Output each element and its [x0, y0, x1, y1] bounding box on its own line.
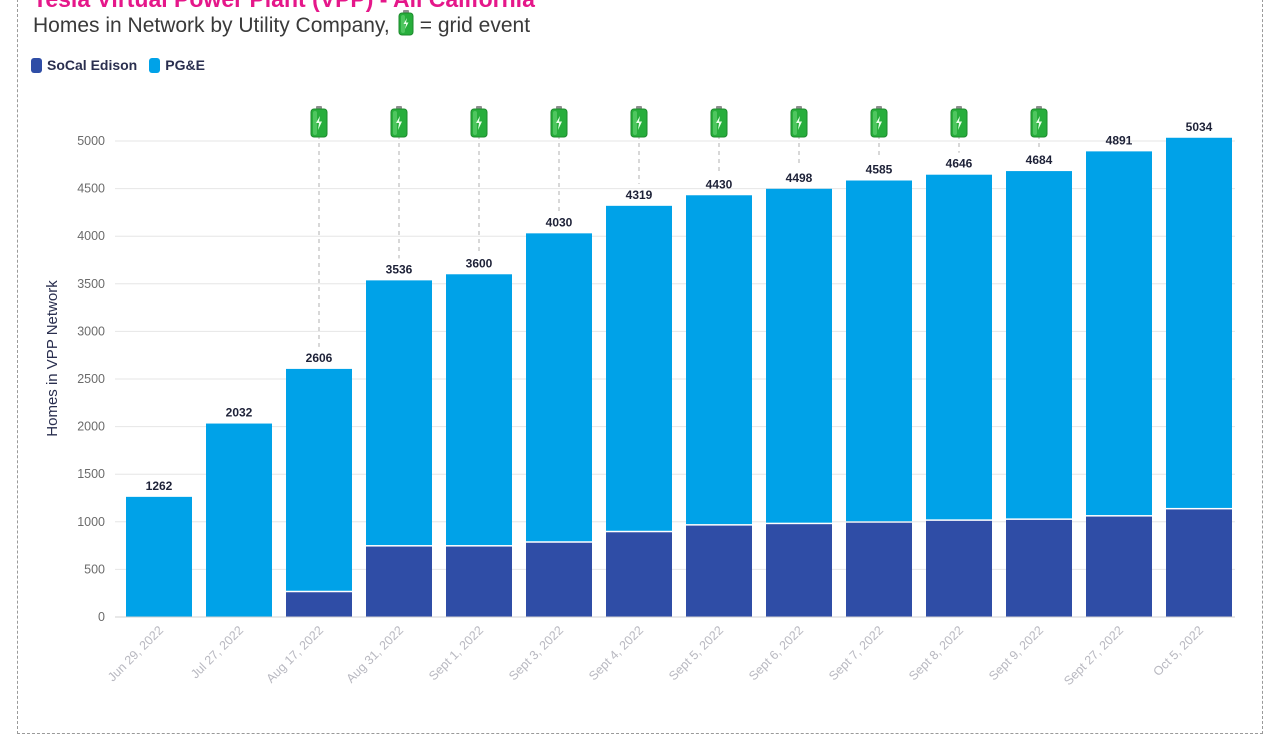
x-tick-label: Jul 27, 2022	[188, 623, 246, 681]
bar-pge	[286, 368, 352, 591]
bar-total-label: 4030	[546, 215, 573, 229]
x-tick-label: Sept 7, 2022	[826, 623, 886, 683]
bar-pge	[606, 205, 672, 531]
bar-socal	[1086, 516, 1152, 617]
x-tick-label: Jun 29, 2022	[105, 623, 166, 684]
y-tick-label: 500	[84, 562, 105, 576]
x-tick-label: Aug 31, 2022	[344, 623, 407, 686]
bar-pge	[526, 233, 592, 542]
legend-item-pge[interactable]: PG&E	[149, 57, 205, 73]
y-axis-title: Homes in VPP Network	[44, 280, 61, 437]
bar-socal	[686, 525, 752, 617]
y-tick-label: 3500	[77, 277, 105, 291]
x-tick-label: Sept 5, 2022	[666, 623, 726, 683]
chart-title: Tesla Virtual Power Plant (VPP) - All Ca…	[33, 0, 535, 13]
battery-grid-event-icon	[550, 106, 568, 138]
bar-pge	[1006, 171, 1072, 519]
bar-socal	[446, 546, 512, 617]
bar-socal	[366, 546, 432, 617]
bar-pge	[766, 188, 832, 523]
legend-swatch-pge	[149, 57, 161, 73]
legend-swatch-socal	[31, 57, 42, 73]
legend-item-socal[interactable]: SoCal Edison	[31, 57, 137, 73]
bar-total-label: 4646	[946, 157, 973, 171]
bar-total-label: 4498	[786, 171, 813, 185]
bar-pge	[366, 280, 432, 546]
x-tick-label: Sept 27, 2022	[1061, 623, 1126, 688]
y-tick-label: 4500	[77, 182, 105, 196]
x-tick-label: Oct 5, 2022	[1151, 623, 1207, 679]
y-tick-label: 4000	[77, 229, 105, 243]
bar-pge	[126, 496, 192, 617]
chart-subtitle: Homes in Network by Utility Company, = g…	[33, 10, 530, 42]
bar-socal	[286, 592, 352, 617]
bar-socal	[766, 524, 832, 617]
bar-socal	[846, 522, 912, 617]
battery-grid-event-icon	[390, 106, 408, 138]
bar-pge	[206, 423, 272, 617]
battery-grid-event-icon	[870, 106, 888, 138]
battery-grid-event-icon	[1030, 106, 1048, 138]
battery-grid-event-icon	[470, 106, 488, 138]
x-tick-label: Sept 4, 2022	[586, 623, 646, 683]
legend: SoCal Edison PG&E	[31, 57, 217, 73]
y-tick-label: 1500	[77, 467, 105, 481]
y-tick-label: 5000	[77, 134, 105, 148]
x-tick-label: Sept 1, 2022	[426, 623, 486, 683]
bar-pge	[926, 174, 992, 520]
bar-total-label: 2606	[306, 351, 333, 365]
bar-socal	[926, 520, 992, 617]
battery-grid-event-icon	[398, 10, 414, 42]
x-tick-label: Sept 6, 2022	[746, 623, 806, 683]
bar-total-label: 5034	[1186, 120, 1213, 134]
x-tick-label: Aug 17, 2022	[264, 623, 327, 686]
legend-label-pge: PG&E	[165, 57, 205, 73]
battery-grid-event-icon	[790, 106, 808, 138]
legend-label-socal: SoCal Edison	[47, 57, 138, 73]
x-tick-label: Sept 8, 2022	[906, 623, 966, 683]
bar-pge	[446, 274, 512, 546]
bar-socal	[1166, 509, 1232, 617]
y-tick-label: 2000	[77, 420, 105, 434]
bar-total-label: 3536	[386, 262, 413, 276]
bar-total-label: 4891	[1106, 133, 1133, 147]
subtitle-text: Homes in Network by Utility Company,	[33, 14, 390, 37]
battery-grid-event-icon	[950, 106, 968, 138]
y-tick-label: 2500	[77, 372, 105, 386]
bar-pge	[1086, 151, 1152, 516]
bar-socal	[606, 532, 672, 617]
battery-grid-event-icon	[710, 106, 728, 138]
battery-grid-event-icon	[630, 106, 648, 138]
bar-socal	[1006, 519, 1072, 617]
bar-total-label: 4319	[626, 188, 653, 202]
bar-total-label: 2032	[226, 406, 253, 420]
bar-total-label: 4684	[1026, 153, 1053, 167]
bar-total-label: 4430	[706, 177, 733, 191]
x-tick-label: Sept 9, 2022	[986, 623, 1046, 683]
bar-total-label: 1262	[146, 479, 173, 493]
bar-socal	[526, 542, 592, 617]
y-tick-label: 1000	[77, 515, 105, 529]
bar-total-label: 4585	[866, 163, 893, 177]
bar-total-label: 3600	[466, 256, 493, 270]
battery-grid-event-icon	[310, 106, 328, 138]
y-tick-label: 3000	[77, 324, 105, 338]
bar-pge	[1166, 137, 1232, 508]
bar-pge	[846, 180, 912, 522]
subtitle-suffix: = grid event	[419, 14, 531, 37]
bar-pge	[686, 195, 752, 525]
x-tick-label: Sept 3, 2022	[506, 623, 566, 683]
y-tick-label: 0	[98, 610, 105, 624]
